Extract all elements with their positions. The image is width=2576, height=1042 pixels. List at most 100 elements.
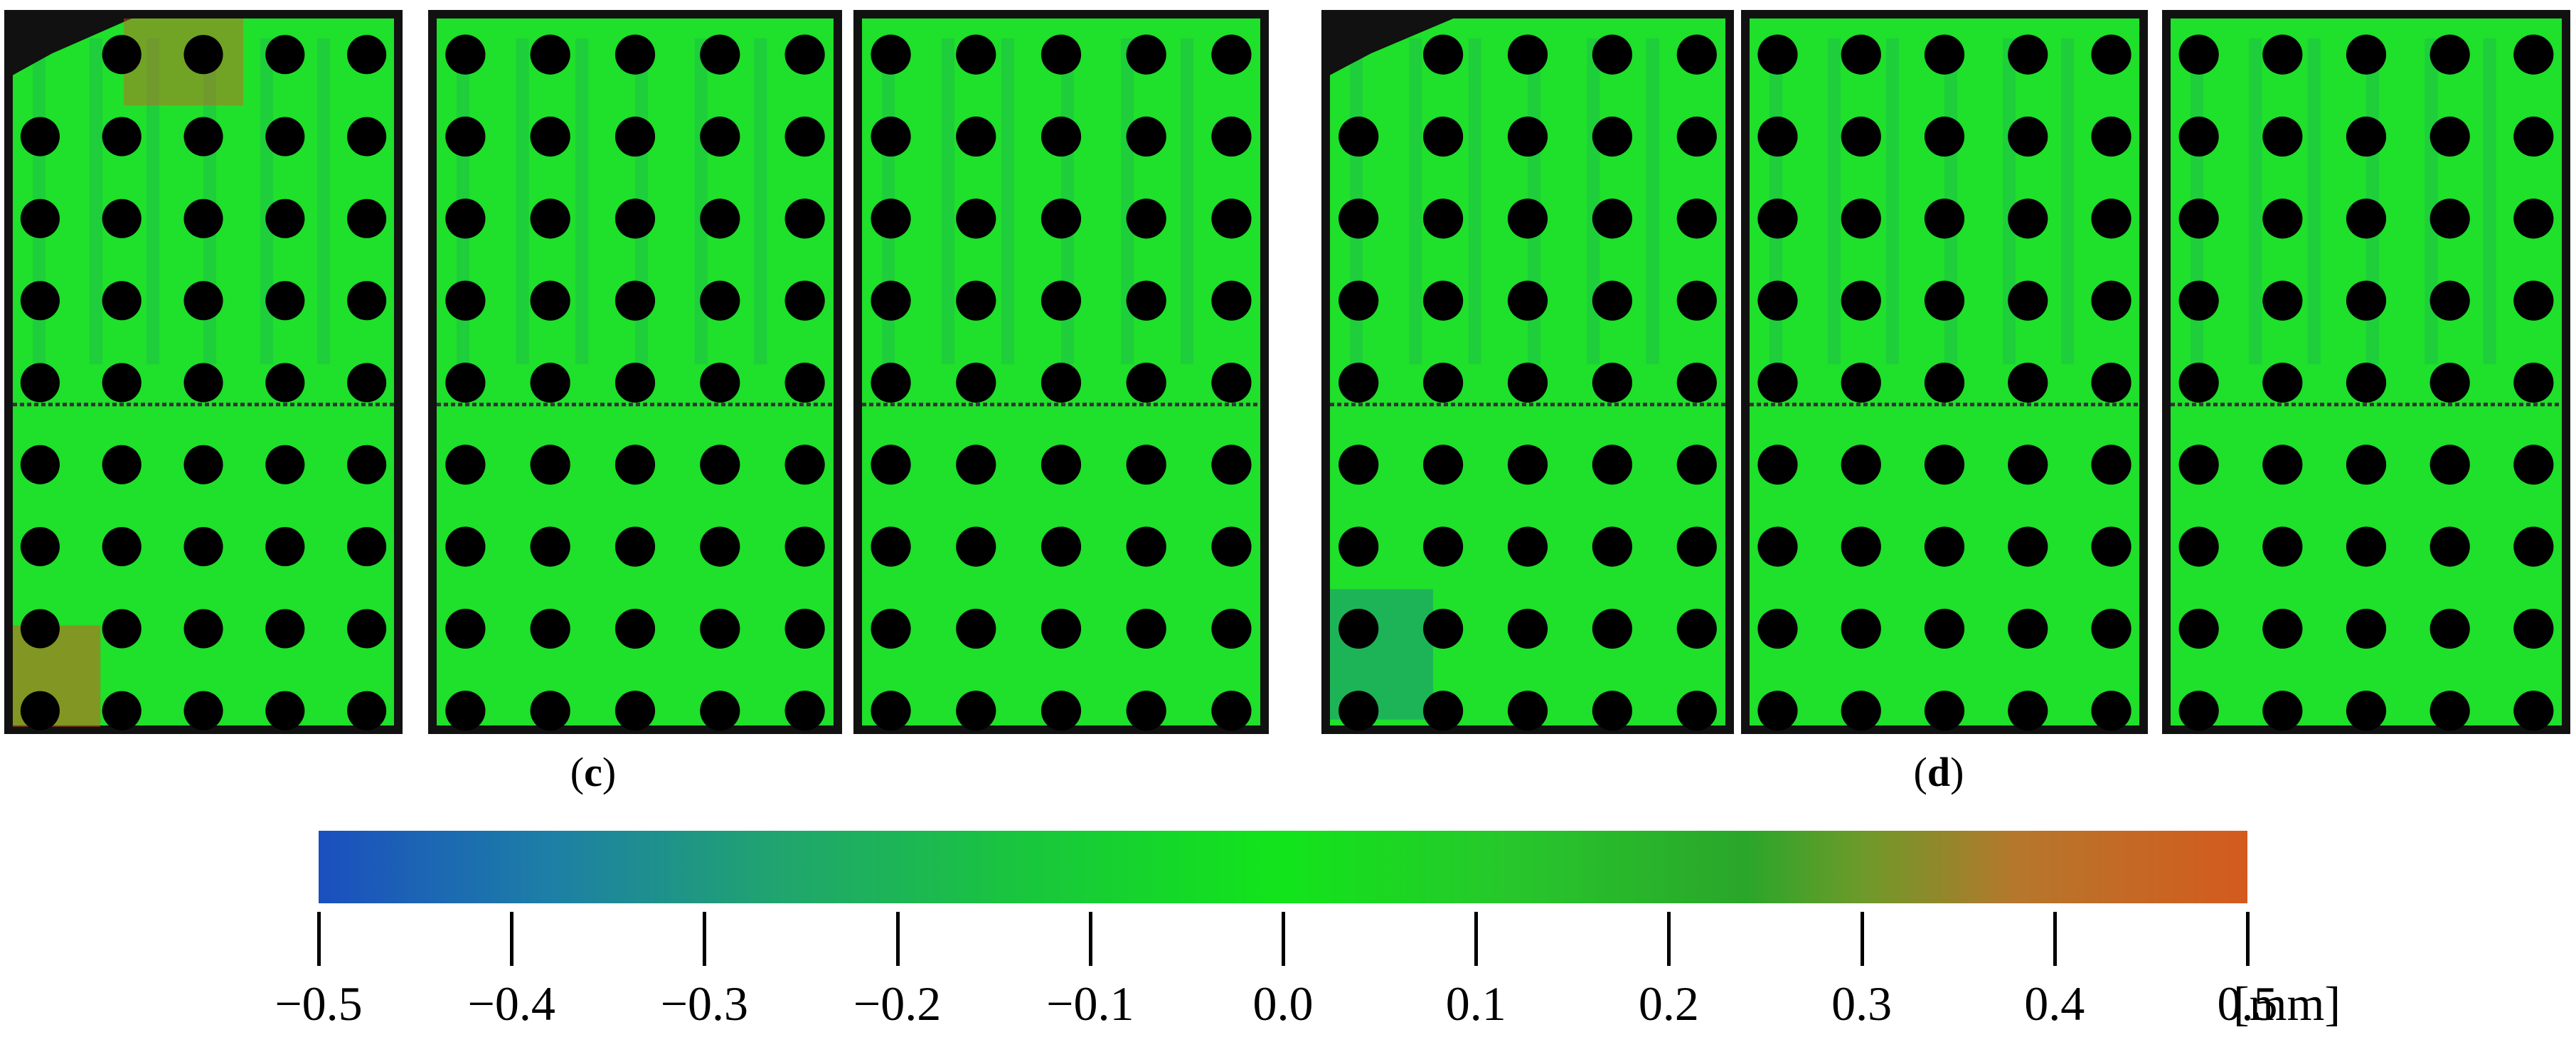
hole: [2008, 116, 2048, 157]
hole: [445, 445, 486, 485]
hole: [1040, 34, 1082, 75]
hole: [2091, 608, 2131, 649]
deviation-streak: [2483, 38, 2496, 365]
hole: [347, 445, 387, 484]
hole: [871, 116, 911, 157]
hole: [614, 608, 656, 649]
hole: [445, 526, 486, 567]
hole: [1126, 445, 1166, 485]
hole: [2429, 526, 2470, 567]
hole: [445, 34, 486, 75]
hole: [1676, 34, 1717, 75]
hole: [2262, 116, 2303, 157]
hole: [1423, 198, 1464, 239]
hole: [2091, 34, 2131, 75]
hole: [1040, 445, 1082, 485]
hole: [102, 527, 142, 567]
hole: [1841, 608, 1881, 649]
hole: [1211, 526, 1252, 567]
hole: [530, 362, 570, 403]
hole: [347, 527, 387, 567]
colorbar-tick: [317, 912, 321, 966]
hole: [1676, 526, 1717, 567]
hole: [784, 280, 825, 321]
hole: [1338, 445, 1379, 485]
hole: [2346, 198, 2387, 239]
panel-d-1: [1321, 10, 1734, 734]
hole: [1841, 362, 1881, 403]
hole: [784, 116, 825, 157]
hole: [1757, 608, 1798, 649]
hole: [445, 362, 486, 403]
hole: [2429, 608, 2470, 649]
hole: [20, 117, 60, 156]
deviation-streak: [2003, 38, 2016, 365]
hole: [2346, 608, 2387, 649]
hole: [2513, 34, 2554, 75]
hole: [265, 363, 305, 403]
hole: [102, 281, 142, 321]
hole: [265, 691, 305, 730]
hole: [1757, 691, 1798, 731]
colorbar-tick: [1088, 912, 1092, 966]
colorbar-tick: [1860, 912, 1864, 966]
hole: [1423, 691, 1464, 731]
hole: [2346, 34, 2387, 75]
hole: [265, 35, 305, 75]
hole: [1211, 445, 1252, 485]
hole: [1507, 280, 1548, 321]
hole: [2178, 608, 2219, 649]
hole: [1757, 34, 1798, 75]
hole: [2429, 445, 2470, 485]
hole: [2262, 198, 2303, 239]
colorbar-tick-label: 0.1: [1445, 977, 1506, 1031]
hole: [1211, 362, 1252, 403]
hole: [1592, 198, 1632, 239]
hole: [956, 34, 996, 75]
colorbar-tick: [703, 912, 707, 966]
hole: [530, 445, 570, 485]
caption-c: (c): [570, 749, 617, 795]
hole: [2008, 608, 2048, 649]
hole: [1126, 34, 1166, 75]
hole: [2091, 116, 2131, 157]
hole: [614, 526, 656, 567]
hole: [1757, 280, 1798, 321]
caption-c-letter: c: [584, 749, 602, 795]
deviation-streak: [516, 38, 529, 365]
hole: [183, 527, 223, 567]
hole: [1924, 362, 1965, 403]
hole: [2008, 280, 2048, 321]
hole: [265, 198, 305, 238]
deviation-streak: [1001, 38, 1014, 365]
hole: [2513, 362, 2554, 403]
hole: [1592, 280, 1632, 321]
deviation-streak: [1409, 38, 1422, 365]
hole: [2513, 445, 2554, 485]
hole: [1338, 198, 1379, 239]
hole: [1757, 526, 1798, 567]
hole: [1924, 198, 1965, 239]
hole: [2178, 526, 2219, 567]
hole: [956, 526, 996, 567]
panel-d-3: [2162, 10, 2570, 734]
hole: [871, 445, 911, 485]
hole: [1338, 608, 1379, 649]
hole: [1126, 362, 1166, 403]
caption-d: (d): [1913, 749, 1964, 795]
hole: [2429, 362, 2470, 403]
colorbar-tick-label: −0.5: [275, 977, 363, 1031]
hole: [20, 527, 60, 567]
hole: [183, 363, 223, 403]
hole: [2008, 691, 2048, 731]
hole: [1676, 280, 1717, 321]
hole: [871, 198, 911, 239]
panel-c-3: [853, 10, 1269, 734]
hole: [871, 34, 911, 75]
hole: [2262, 362, 2303, 403]
hole: [1592, 116, 1632, 157]
hole: [265, 117, 305, 156]
hole: [956, 691, 996, 731]
hole: [1507, 608, 1548, 649]
hole: [2091, 198, 2131, 239]
